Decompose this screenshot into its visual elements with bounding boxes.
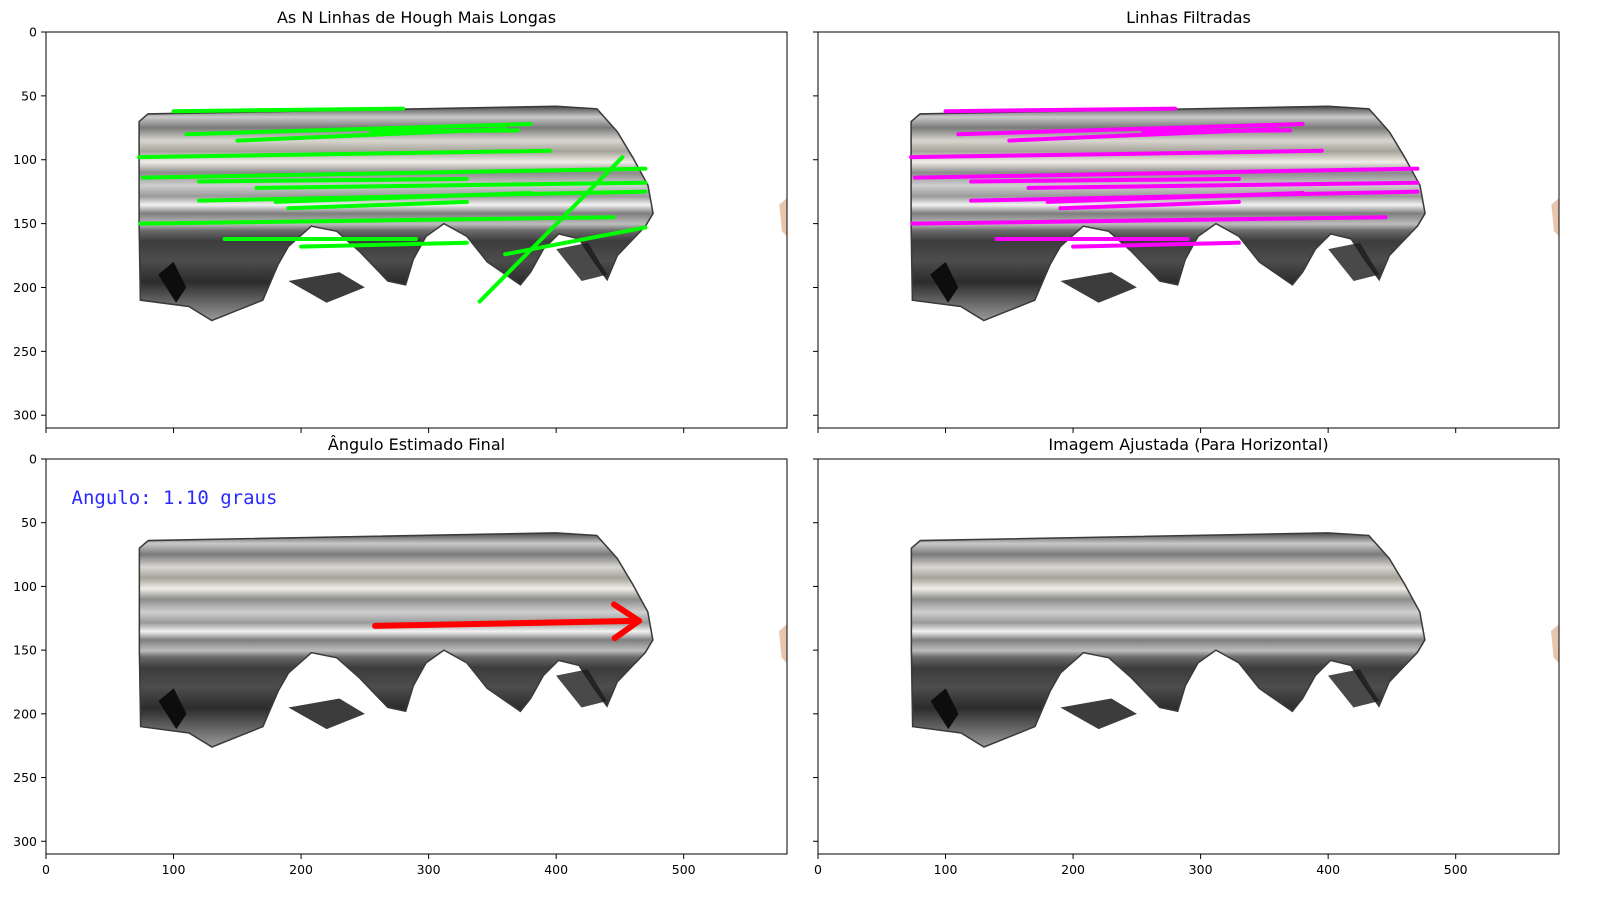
hough-line <box>254 180 648 190</box>
y-tick-label: 100 <box>13 579 37 594</box>
hough-line <box>956 121 1305 137</box>
hough-line <box>1045 190 1305 204</box>
x-tick-label: 0 <box>42 862 50 877</box>
axes-frame <box>817 458 1560 855</box>
y-tick-label: 50 <box>21 88 37 103</box>
y-tick-label: 200 <box>13 280 37 295</box>
hough-line <box>1026 180 1420 190</box>
hough-outlier-line <box>477 155 625 304</box>
overlay-lines <box>372 601 643 642</box>
x-tick-label: 400 <box>544 862 568 877</box>
y-tick-label: 200 <box>13 706 37 721</box>
hough-line <box>1058 199 1241 211</box>
hough-line <box>273 190 533 204</box>
y-tick-label: 300 <box>13 408 37 423</box>
hough-line <box>910 215 1388 226</box>
hough-line <box>912 166 1420 180</box>
x-tick-label: 100 <box>162 862 186 877</box>
hough-line <box>197 176 469 184</box>
panel-title: Linhas Filtradas <box>1126 8 1251 27</box>
hough-line <box>184 121 533 137</box>
y-tick-label: 250 <box>13 344 37 359</box>
x-tick-label: 200 <box>289 862 313 877</box>
panel-2: Linhas Filtradas <box>813 8 1560 433</box>
panel-1: As N Linhas de Hough Mais Longas 0 50 100 15… <box>13 8 788 433</box>
hough-line <box>299 240 469 249</box>
axes-frame <box>817 31 1560 429</box>
x-tick-label: 300 <box>417 862 441 877</box>
hough-line <box>369 128 520 134</box>
x-tick-label: 500 <box>672 862 696 877</box>
hough-line <box>943 106 1178 114</box>
y-tick-label: 0 <box>29 25 37 40</box>
axes-frame <box>45 31 788 429</box>
angle-arrow <box>372 617 643 629</box>
hough-line <box>909 148 1324 160</box>
x-tick-label: 100 <box>934 862 958 877</box>
x-tick-label: 0 <box>814 862 822 877</box>
angle-arrow-head <box>610 601 643 642</box>
hough-line <box>1141 128 1292 134</box>
panel-title: Ângulo Estimado Final <box>328 435 505 454</box>
y-tick-label: 250 <box>13 770 37 785</box>
hough-outlier-line <box>503 225 648 257</box>
hough-line <box>171 106 406 114</box>
panel-title: As N Linhas de Hough Mais Longas <box>277 8 556 27</box>
x-tick-label: 400 <box>1316 862 1340 877</box>
overlay-lines <box>909 106 1420 249</box>
y-tick-label: 50 <box>21 515 37 530</box>
hough-line <box>140 166 648 180</box>
hough-line <box>138 215 616 226</box>
hough-line <box>137 148 552 160</box>
y-tick-label: 0 <box>29 452 37 467</box>
panel-3: Ângulo Estimado Final Angulo: 1.10 graus 0… <box>13 435 788 877</box>
x-tick-label: 500 <box>1444 862 1468 877</box>
y-tick-label: 300 <box>13 834 37 849</box>
y-tick-label: 100 <box>13 152 37 167</box>
angle-annotation: Angulo: 1.10 graus <box>72 487 278 509</box>
overlay-lines <box>137 106 648 304</box>
y-tick-label: 150 <box>13 216 37 231</box>
hough-line <box>969 176 1241 184</box>
panel-4: Imagem Ajustada (Para Horizontal) 0 100 200… <box>813 435 1560 877</box>
panel-title: Imagem Ajustada (Para Horizontal) <box>1048 435 1328 454</box>
hough-line <box>286 199 469 211</box>
hough-line <box>1071 240 1241 249</box>
y-tick-label: 150 <box>13 643 37 658</box>
axes-frame <box>45 458 788 855</box>
x-tick-label: 300 <box>1189 862 1213 877</box>
x-tick-label: 200 <box>1061 862 1085 877</box>
